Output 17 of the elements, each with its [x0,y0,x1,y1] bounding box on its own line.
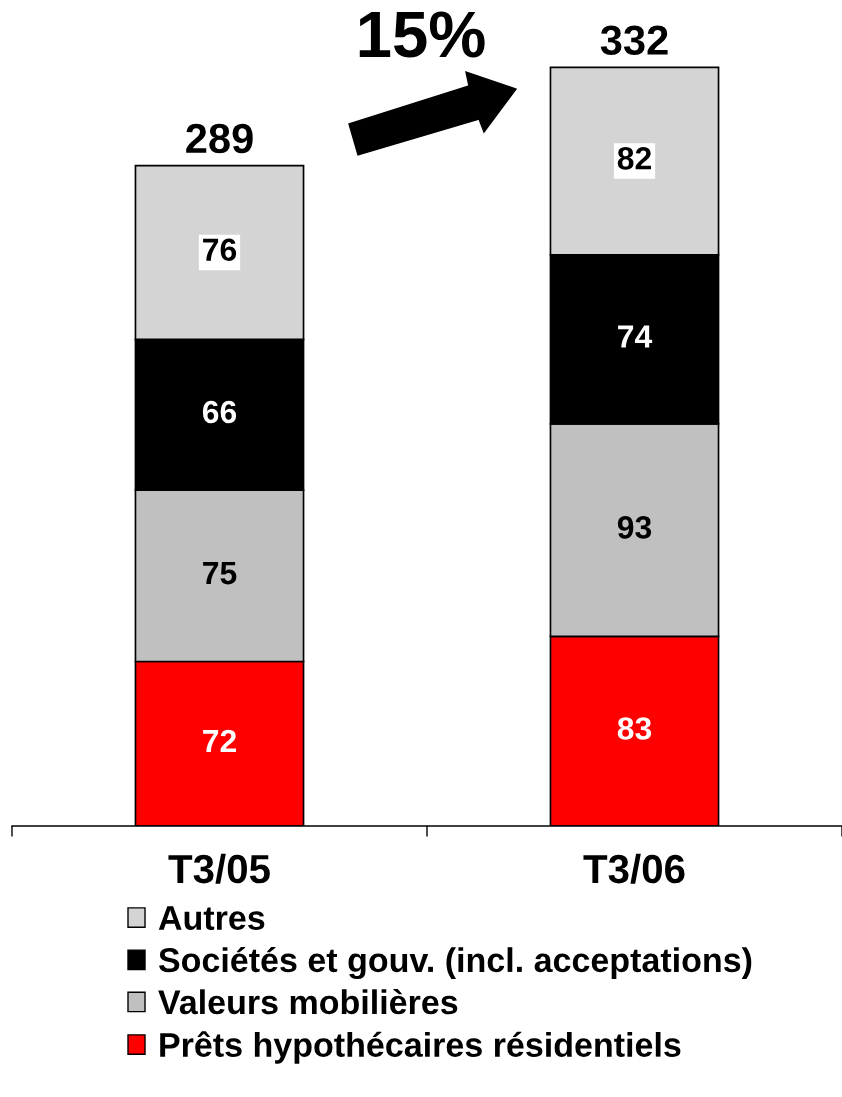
data-label: 72 [203,729,236,752]
data-label: 76 [203,238,237,262]
text: 15% [359,11,485,58]
x-tick-label: T3/06 [583,853,685,884]
legend-label: Sociétés et gouv. (incl. acceptations) [158,946,752,980]
data-label: 83 [617,717,652,740]
legend-label: Prêts hypothécaires résidentiels [160,1031,681,1064]
legend-label: Autres [158,906,265,930]
data-label: 82 [617,147,651,170]
total-label: 289 [186,123,253,154]
data-label: 93 [617,516,652,539]
total-label: 332 [600,25,668,56]
legend-label: Valeurs mobilières [158,989,458,1015]
x-tick-label: T3/05 [168,853,270,884]
data-label: 74 [618,325,653,348]
data-label: 75 [203,562,237,585]
data-label: 66 [202,400,237,424]
